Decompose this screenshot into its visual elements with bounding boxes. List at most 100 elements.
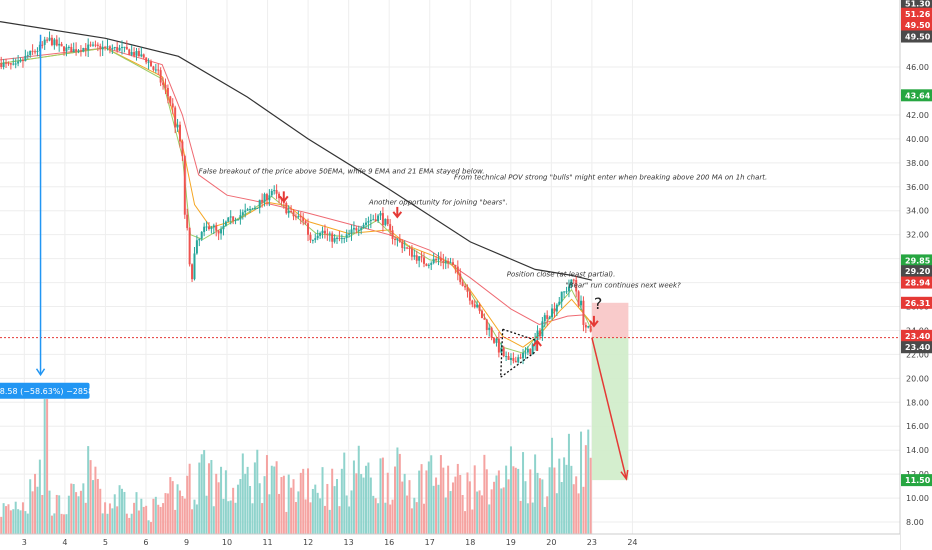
candle-body <box>369 219 372 222</box>
volume-bar <box>381 457 384 534</box>
volume-bar <box>50 515 53 534</box>
candle-body <box>229 216 232 218</box>
volume-bar <box>26 513 29 534</box>
candle-body <box>514 360 517 363</box>
candle-body <box>241 212 244 216</box>
candle-body <box>529 348 532 355</box>
price-badge <box>901 474 932 487</box>
volume-bar <box>584 445 587 534</box>
volume-bar <box>270 465 273 534</box>
ema21-line <box>0 47 593 348</box>
candle-body <box>92 44 95 46</box>
candle-body <box>79 50 82 52</box>
candle-body <box>340 238 343 240</box>
candle-body <box>183 156 186 215</box>
price-tick-label: 40.00 <box>906 135 929 144</box>
candle-body <box>362 224 365 229</box>
candle-body <box>75 49 78 52</box>
candle-body <box>360 228 363 230</box>
volume-bar <box>92 480 95 534</box>
candle-body <box>379 213 382 216</box>
price-axis[interactable]: 8.0010.0012.0014.0016.0018.0020.0022.002… <box>899 0 932 550</box>
price-badge-text: 23.40 <box>905 343 931 352</box>
candle-body <box>374 219 377 222</box>
volume-bar <box>377 503 380 534</box>
volume-bar <box>2 503 5 534</box>
candle-body <box>171 103 174 108</box>
candle-body <box>268 195 271 201</box>
volume-bar <box>65 514 68 534</box>
ma200-line <box>0 21 593 281</box>
measure-label-box <box>0 382 90 399</box>
volume-bar <box>524 481 527 534</box>
volume-bar <box>473 465 476 534</box>
volume-bar <box>101 513 104 534</box>
volume-bar <box>343 452 346 534</box>
price-tick-label: 8.00 <box>906 518 924 527</box>
volume-bar <box>265 455 268 534</box>
candle-body <box>476 304 479 308</box>
candle-body <box>205 226 208 228</box>
candle-body <box>439 258 442 261</box>
time-tick-label: 19 <box>506 538 516 547</box>
volume-bar <box>34 473 37 534</box>
candle-body <box>497 338 500 353</box>
time-tick-label: 17 <box>425 538 435 547</box>
candle-body <box>65 47 68 52</box>
volume-bar <box>316 492 319 534</box>
candle-body <box>7 63 10 65</box>
candle-body <box>316 235 319 239</box>
volume-bar <box>63 514 66 534</box>
volume-bar <box>362 477 365 534</box>
time-axis[interactable]: 3 4 5 6 9 10 11 12 13 16 17 18 19 20 23 24 <box>0 533 900 550</box>
candle-body <box>587 325 590 328</box>
volume-bar <box>413 497 416 534</box>
candle-body <box>249 209 252 211</box>
volume-bar <box>386 472 389 534</box>
price-badge <box>901 329 932 342</box>
volume-bar <box>355 473 358 534</box>
volume-bar <box>522 452 525 534</box>
volume-bar <box>348 506 351 534</box>
volume-bars <box>0 399 592 534</box>
candle-body <box>589 325 592 332</box>
volume-bar <box>82 483 85 534</box>
candle-body <box>435 258 438 260</box>
candle-body <box>275 190 278 194</box>
price-tick-label: 10.00 <box>906 494 929 503</box>
volume-bar <box>476 491 479 534</box>
candle-body <box>270 190 273 196</box>
candle-body <box>89 44 92 46</box>
volume-bar <box>357 445 360 534</box>
annotation: "Bear" run continues next week? <box>566 281 681 289</box>
volume-bar <box>439 455 442 534</box>
volume-bar <box>133 502 136 534</box>
volume-bar <box>164 493 167 534</box>
time-tick-label: 23 <box>587 538 597 547</box>
time-tick-label: 13 <box>344 538 354 547</box>
volume-bar <box>232 487 235 534</box>
volume-bar <box>454 476 457 534</box>
volume-bar <box>553 467 556 534</box>
volume-bar <box>567 433 570 534</box>
candle-body <box>2 62 5 68</box>
price-badge <box>901 30 932 43</box>
time-tick-label: 10 <box>222 538 232 547</box>
price-tick-label: 18.00 <box>906 398 929 407</box>
volume-bar <box>495 475 498 534</box>
volume-bar <box>147 520 150 534</box>
volume-bar <box>121 488 124 534</box>
volume-bar <box>430 455 433 534</box>
candle-body <box>26 55 29 57</box>
candle-body <box>70 46 73 53</box>
candle-body <box>162 82 165 85</box>
volume-bar <box>418 470 421 534</box>
time-tick-label: 3 <box>22 538 27 547</box>
candle-body <box>133 52 136 56</box>
volume-bar <box>466 472 469 534</box>
candle-body <box>84 48 87 50</box>
candle-body <box>558 301 561 305</box>
volume-bar <box>531 502 534 534</box>
candle-body <box>215 225 218 231</box>
